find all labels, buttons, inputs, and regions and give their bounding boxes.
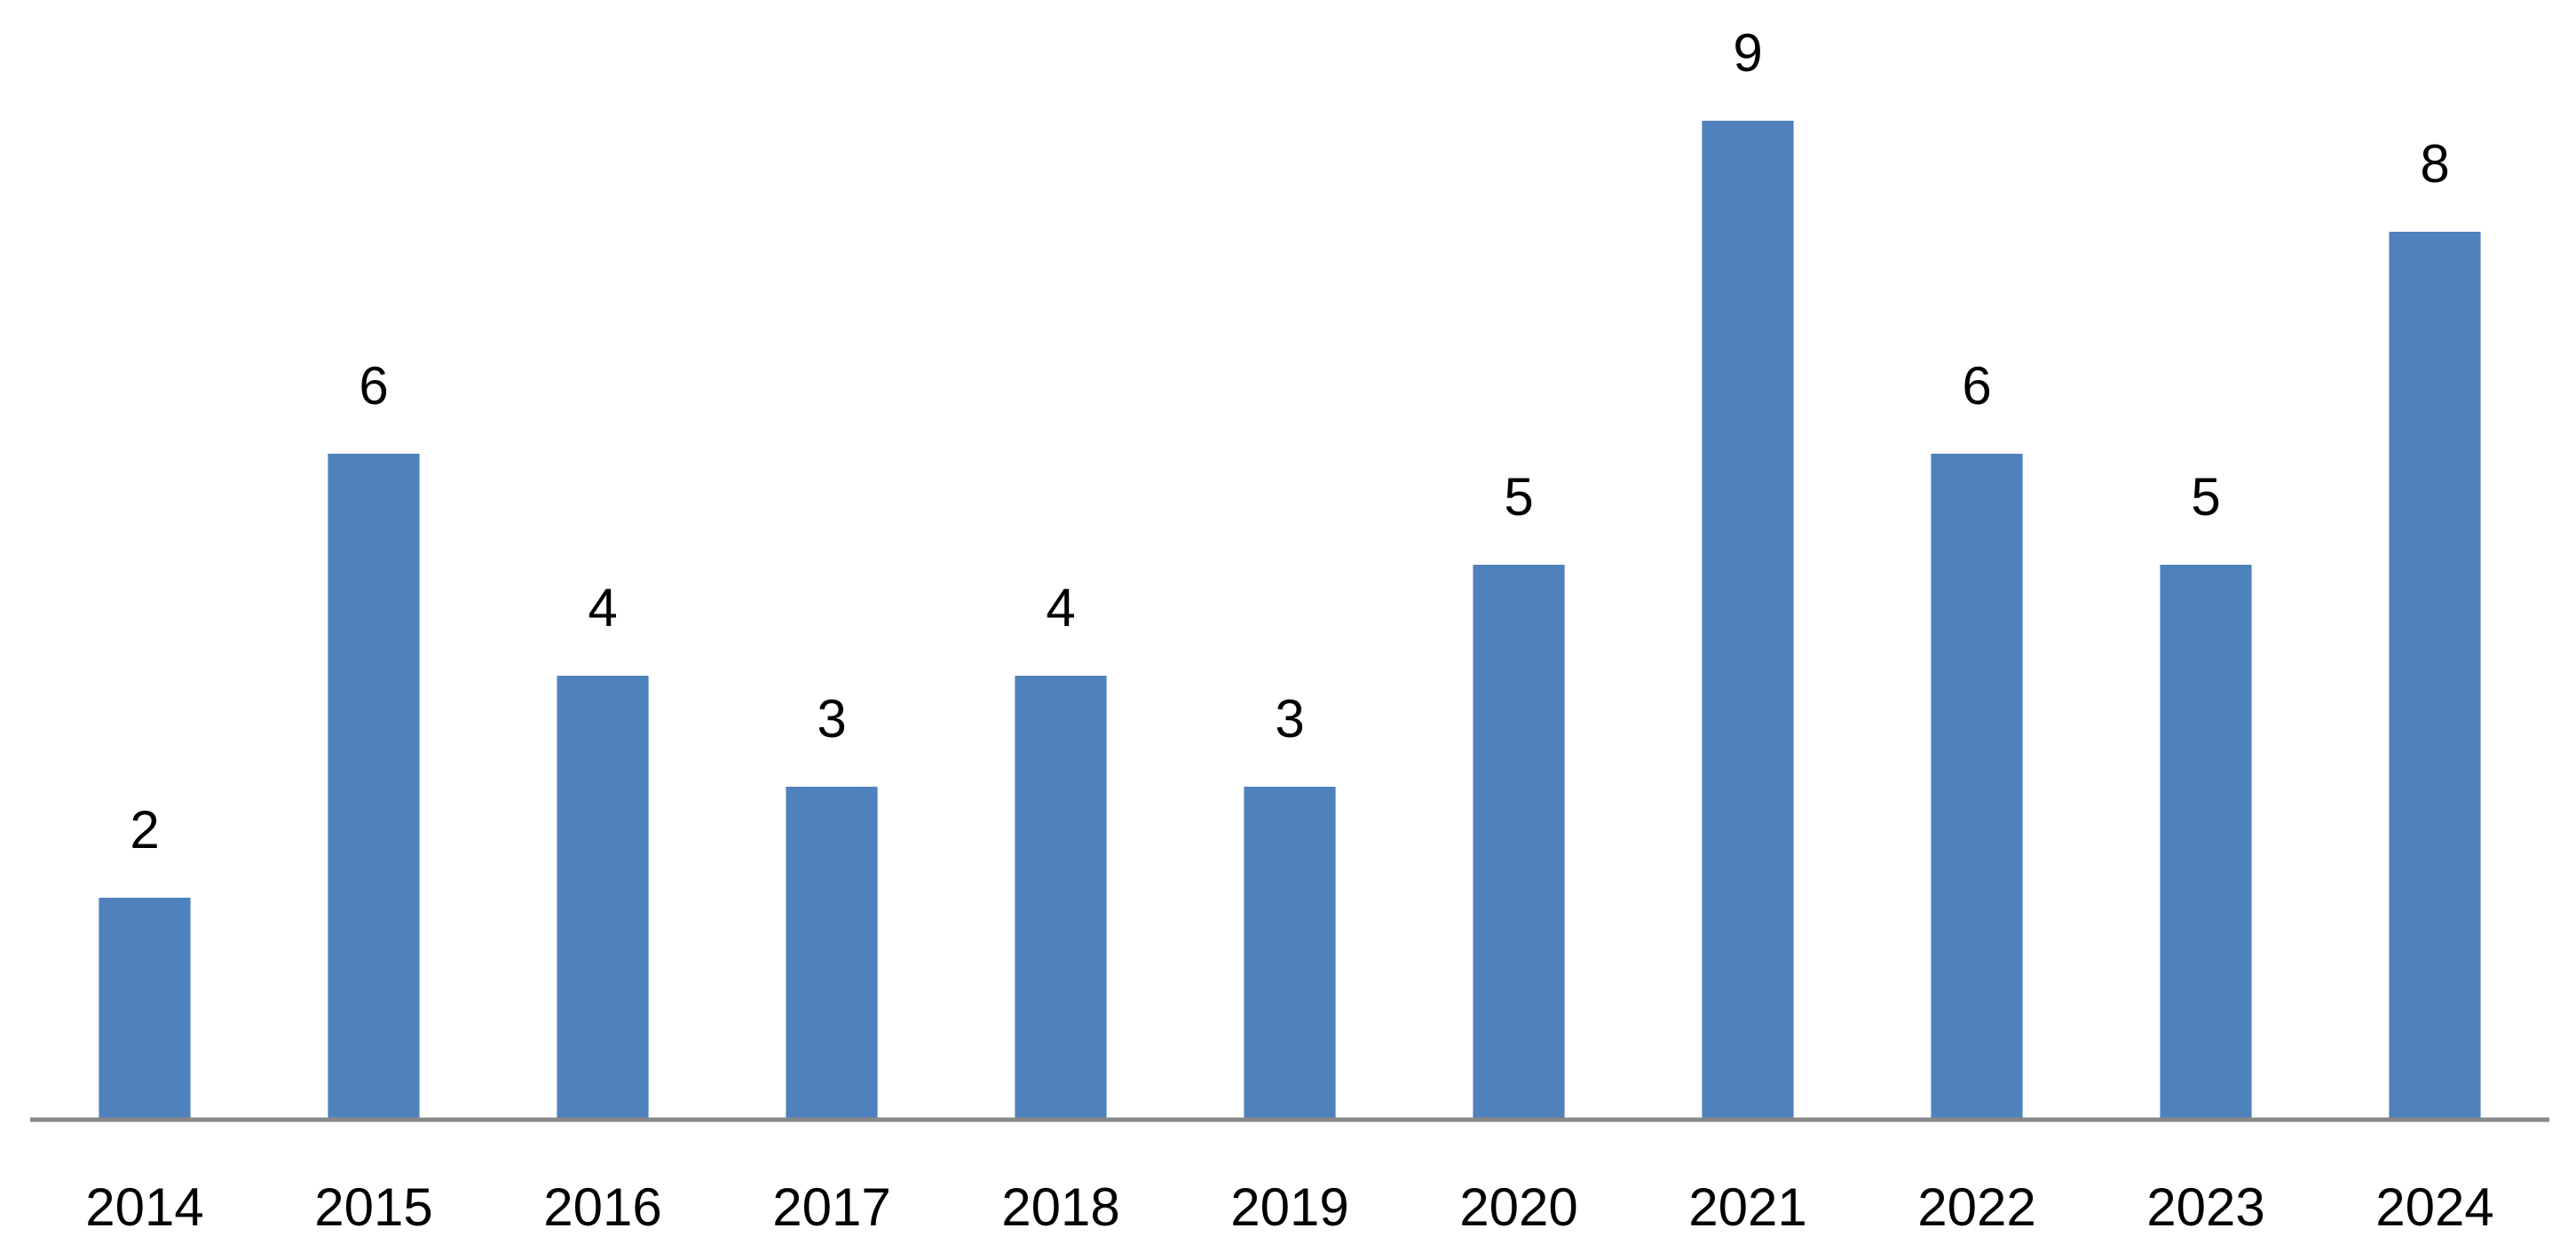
bar xyxy=(1244,787,1336,1120)
data-label: 3 xyxy=(1275,689,1304,749)
bar xyxy=(1931,454,2023,1120)
data-label: 5 xyxy=(2191,467,2220,527)
bar xyxy=(328,454,420,1120)
x-tick-label: 2024 xyxy=(2375,1177,2493,1237)
data-label: 3 xyxy=(817,689,846,749)
data-label: 6 xyxy=(1962,356,1991,416)
data-label: 8 xyxy=(2420,134,2449,194)
x-tick-label: 2023 xyxy=(2146,1177,2264,1237)
data-label: 5 xyxy=(1504,467,1533,527)
data-label: 2 xyxy=(130,800,159,860)
bar xyxy=(99,898,191,1120)
bar xyxy=(786,787,878,1120)
bar xyxy=(2160,565,2252,1120)
x-tick-label: 2016 xyxy=(543,1177,661,1237)
data-label: 4 xyxy=(588,578,617,638)
x-tick-label: 2019 xyxy=(1230,1177,1348,1237)
data-label: 6 xyxy=(359,356,388,416)
bar xyxy=(557,676,649,1120)
x-tick-label: 2017 xyxy=(772,1177,890,1237)
bar xyxy=(1473,565,1565,1120)
x-tick-label: 2020 xyxy=(1459,1177,1577,1237)
x-tick-label: 2018 xyxy=(1001,1177,1119,1237)
x-tick-label: 2014 xyxy=(85,1177,203,1237)
data-label: 4 xyxy=(1046,578,1075,638)
x-tick-label: 2021 xyxy=(1688,1177,1806,1237)
bar xyxy=(1015,676,1107,1120)
x-tick-label: 2015 xyxy=(314,1177,432,1237)
bar xyxy=(1702,121,1794,1120)
bar xyxy=(2389,232,2481,1120)
data-label: 9 xyxy=(1733,23,1762,83)
x-tick-label: 2022 xyxy=(1917,1177,2035,1237)
